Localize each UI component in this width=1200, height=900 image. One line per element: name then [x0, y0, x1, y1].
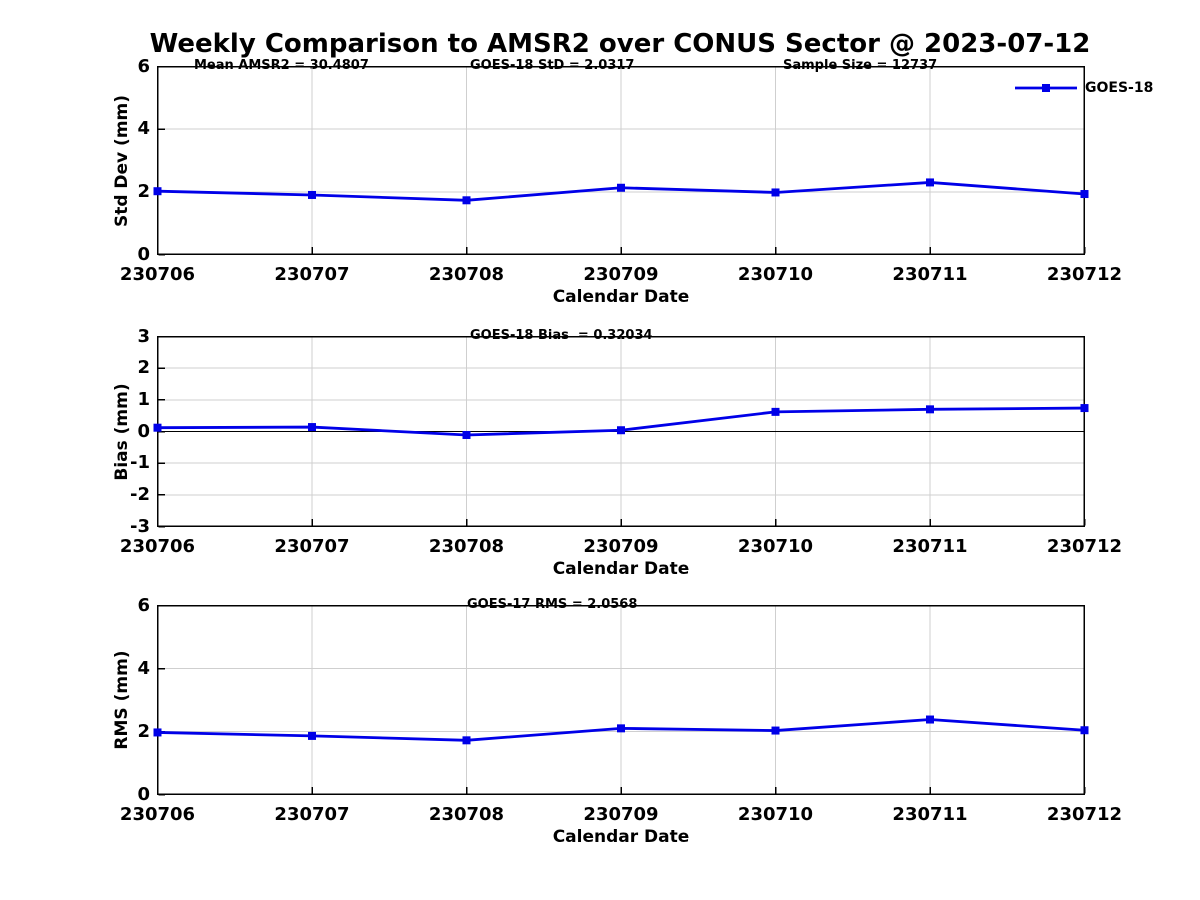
legend: GOES-18	[1015, 79, 1153, 97]
y-tick-label: 4	[137, 657, 150, 679]
data-point-marker	[771, 726, 780, 735]
x-axis-label-rms: Calendar Date	[552, 827, 690, 847]
data-point-marker	[1080, 404, 1089, 413]
y-tick-label: -1	[130, 452, 150, 474]
x-tick-label: 230708	[428, 804, 505, 825]
plot-area-rms	[153, 604, 1089, 796]
data-point-marker	[462, 736, 471, 745]
y-tick-label: 0	[137, 243, 150, 265]
plot-svg	[153, 335, 1089, 528]
legend-label: GOES-18	[1085, 80, 1154, 96]
x-tick-label: 230710	[737, 804, 814, 825]
y-tick-label: 0	[137, 783, 150, 805]
legend-marker	[1042, 84, 1050, 92]
annotation-goes17-rms: GOES-17 RMS = 2.0568	[467, 597, 638, 612]
y-axis-label-rms: RMS (mm)	[112, 650, 132, 750]
data-point-marker	[926, 178, 934, 187]
x-tick-label: 230712	[1046, 264, 1123, 285]
x-tick-label: 230710	[737, 536, 814, 557]
y-tick-label: 6	[137, 55, 150, 77]
x-tick-label: 230707	[274, 536, 350, 557]
plot-svg	[153, 65, 1089, 256]
x-tick-label: 230710	[737, 264, 814, 285]
data-point-marker	[462, 430, 471, 439]
axis-spine	[157, 605, 1085, 795]
x-tick-label: 230706	[119, 804, 196, 825]
x-axis-label-stddev: Calendar Date	[552, 287, 690, 307]
data-point-marker	[617, 183, 625, 192]
x-tick-label: 230712	[1046, 804, 1123, 825]
x-tick-label: 230709	[583, 264, 659, 285]
y-tick-label: 4	[137, 118, 150, 140]
annotation-goes18-bias: GOES-18 Bias = 0.32034	[470, 328, 653, 343]
x-tick-label: 230706	[119, 264, 196, 285]
x-tick-label: 230708	[428, 264, 505, 285]
data-point-marker	[1080, 190, 1089, 199]
legend-line-marker-icon	[1015, 84, 1077, 92]
x-tick-label: 230707	[274, 804, 350, 825]
y-tick-label: -2	[130, 483, 150, 505]
data-point-marker	[308, 731, 316, 740]
data-point-marker	[153, 423, 162, 432]
y-tick-label: 1	[137, 388, 150, 410]
data-point-marker	[771, 188, 780, 197]
y-axis-label-stddev: Std Dev (mm)	[112, 94, 132, 228]
data-point-marker	[153, 187, 162, 196]
data-point-marker	[308, 190, 316, 199]
y-tick-label: 3	[137, 325, 150, 347]
x-tick-label: 230708	[428, 536, 505, 557]
plot-area-bias	[153, 335, 1089, 528]
y-tick-label: 2	[137, 720, 150, 742]
x-tick-label: 230706	[119, 536, 196, 557]
annotation-goes18-std: GOES-18 StD = 2.0317	[470, 58, 635, 73]
y-tick-label: 6	[137, 594, 150, 616]
axis-spine	[157, 66, 1085, 255]
y-tick-label: -3	[130, 515, 150, 537]
y-tick-label: 0	[137, 420, 150, 442]
x-tick-label: 230711	[892, 536, 968, 557]
annotation-mean-amsr2: Mean AMSR2 = 30.4807	[194, 58, 369, 73]
plot-area-stddev	[153, 65, 1089, 256]
x-tick-label: 230709	[583, 804, 659, 825]
chart-title: Weekly Comparison to AMSR2 over CONUS Se…	[149, 29, 1091, 59]
data-point-marker	[926, 405, 934, 414]
data-point-marker	[771, 407, 780, 416]
x-axis-label-bias: Calendar Date	[552, 559, 690, 579]
x-tick-label: 230709	[583, 536, 659, 557]
data-point-marker	[1080, 726, 1089, 735]
annotation-sample-size: Sample Size = 12737	[783, 58, 938, 73]
x-tick-label: 230711	[892, 264, 968, 285]
plot-svg	[153, 604, 1089, 796]
data-point-marker	[617, 724, 625, 733]
x-tick-label: 230711	[892, 804, 968, 825]
x-tick-label: 230712	[1046, 536, 1123, 557]
data-point-marker	[153, 728, 162, 737]
data-point-marker	[926, 715, 934, 724]
x-tick-label: 230707	[274, 264, 350, 285]
data-point-marker	[617, 426, 625, 435]
y-tick-label: 2	[137, 180, 150, 202]
data-point-marker	[462, 196, 471, 205]
data-point-marker	[308, 423, 316, 432]
y-tick-label: 2	[137, 357, 150, 379]
